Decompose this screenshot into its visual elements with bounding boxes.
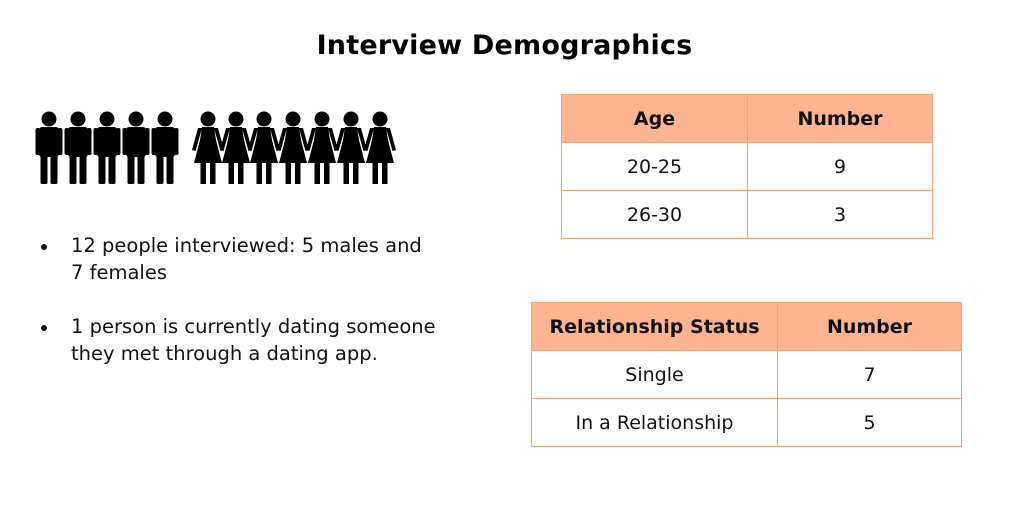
status-cell: Single <box>531 350 778 399</box>
female-person-icon <box>248 111 280 184</box>
bullet-item: 12 people interviewed: 5 males and 7 fem… <box>38 232 438 286</box>
table-header-row: Relationship Status Number <box>531 302 962 351</box>
number-cell: 5 <box>777 398 962 447</box>
table-row: Single 7 <box>531 350 962 399</box>
column-header-age: Age <box>561 94 748 143</box>
male-person-icon <box>35 111 63 184</box>
page-title: Interview Demographics <box>316 30 693 61</box>
male-person-icon <box>64 111 92 184</box>
male-person-icon <box>151 111 179 184</box>
table-header-row: Age Number <box>561 94 933 143</box>
bullet-list: 12 people interviewed: 5 males and 7 fem… <box>38 232 438 394</box>
bullet-dot-icon <box>41 244 47 250</box>
column-header-number: Number <box>747 94 933 143</box>
female-person-icon <box>335 111 367 184</box>
age-cell: 26-30 <box>561 190 748 239</box>
number-cell: 7 <box>777 350 962 399</box>
male-person-icon <box>122 111 150 184</box>
bullet-dot-icon <box>41 325 47 331</box>
status-cell: In a Relationship <box>531 398 778 447</box>
female-person-icon <box>364 111 396 184</box>
relationship-status-table: Relationship Status Number Single 7 In a… <box>531 302 962 447</box>
bullet-text: 12 people interviewed: 5 males and 7 fem… <box>71 234 422 284</box>
age-table: Age Number 20-25 9 26-30 3 <box>561 94 933 239</box>
bullet-item: 1 person is currently dating someone the… <box>38 313 438 367</box>
table-row: 20-25 9 <box>561 142 933 191</box>
female-person-icon <box>277 111 309 184</box>
bullet-text: 1 person is currently dating someone the… <box>71 315 436 365</box>
female-person-icon <box>306 111 338 184</box>
table-row: 26-30 3 <box>561 190 933 239</box>
table-row: In a Relationship 5 <box>531 398 962 447</box>
column-header-number: Number <box>777 302 962 351</box>
male-person-icon <box>93 111 121 184</box>
people-icon-group <box>35 111 396 184</box>
female-person-icon <box>220 111 252 184</box>
number-cell: 3 <box>747 190 933 239</box>
female-person-icon <box>192 111 224 184</box>
number-cell: 9 <box>747 142 933 191</box>
column-header-relationship-status: Relationship Status <box>531 302 778 351</box>
age-cell: 20-25 <box>561 142 748 191</box>
